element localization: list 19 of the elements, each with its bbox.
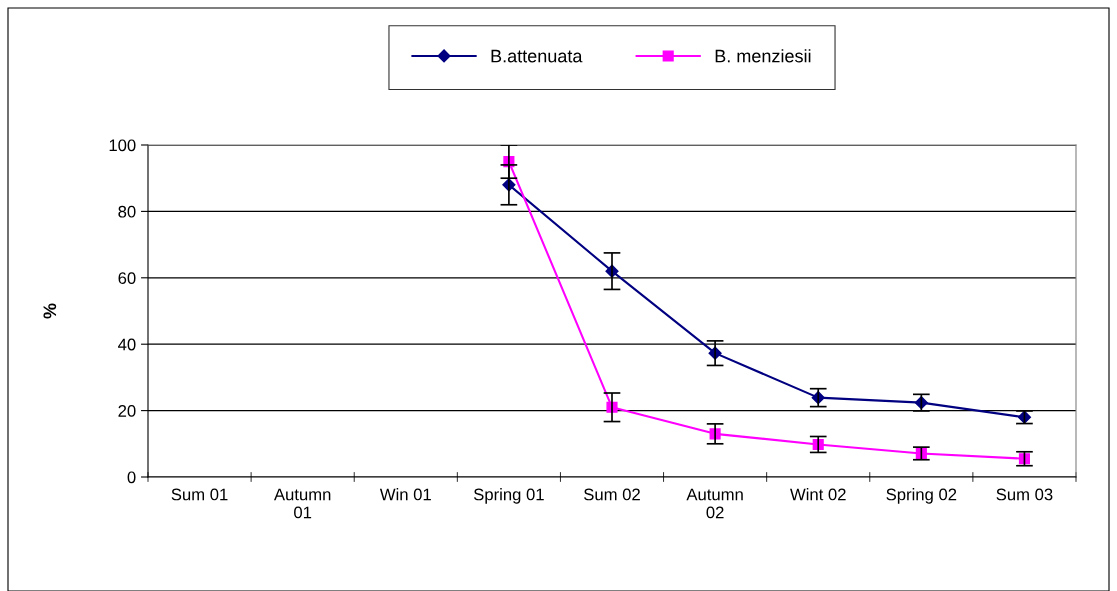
x-tick-label: Autumn 01 — [273, 488, 331, 519]
point — [915, 447, 927, 459]
legend-label: B.attenuata — [491, 49, 583, 63]
x-tick-label: Sum 01 — [171, 488, 228, 501]
y-tick-label: 100 — [109, 139, 136, 152]
y-tick-label: 20 — [118, 405, 136, 417]
legend-label: B. menziesii — [715, 49, 811, 63]
x-tick-label: Win 01 — [379, 488, 431, 501]
y-tick-label: 80 — [118, 205, 136, 218]
x-tick-label: Wint 02 — [790, 488, 846, 501]
x-tick-label: Autumn 02 — [686, 488, 743, 519]
x-tick-label: Spring 01 — [473, 488, 544, 504]
y-tick-label: 40 — [118, 338, 136, 351]
x-tick-label: Spring 02 — [886, 488, 957, 504]
y-axis-title: % — [43, 303, 57, 319]
x-tick-label: Sum 03 — [996, 488, 1053, 501]
x-tick-label: Sum 02 — [584, 488, 640, 501]
y-tick-label: 0 — [127, 471, 136, 484]
y-tick-label: 60 — [118, 272, 136, 284]
